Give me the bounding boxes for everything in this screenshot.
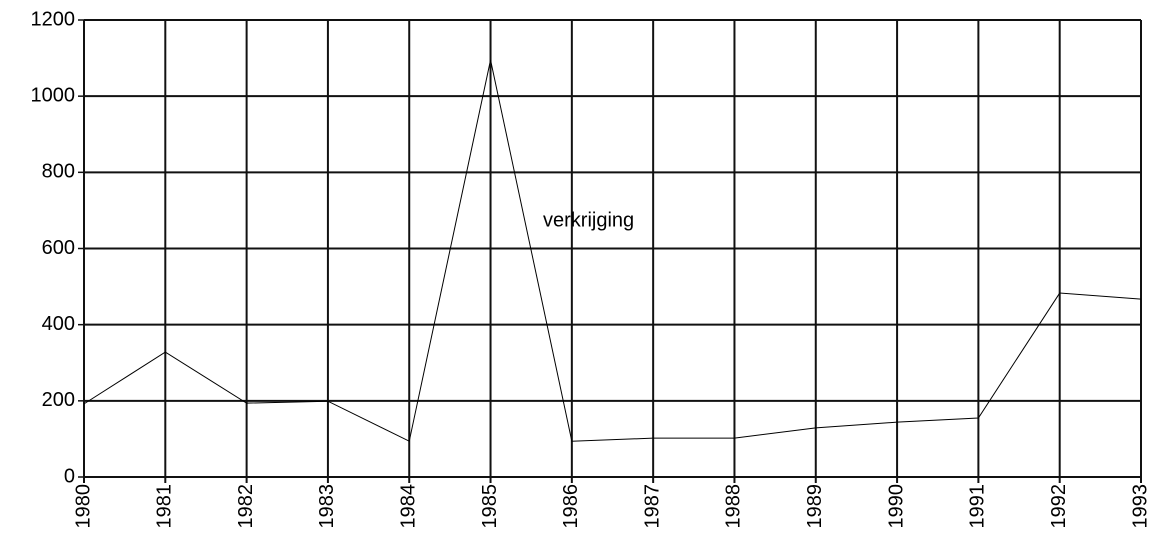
- data-line: [83, 59, 1142, 442]
- y-tick-label: 200: [42, 389, 75, 411]
- series-label: verkrijging: [543, 209, 634, 231]
- x-tick-label: 1980: [72, 484, 94, 529]
- y-tick-label: 600: [42, 237, 75, 259]
- x-tick-label: 1987: [641, 484, 663, 529]
- y-tick-label: 1200: [31, 8, 76, 30]
- x-tick-label: 1993: [1129, 484, 1151, 529]
- x-tick-label: 1992: [1048, 484, 1070, 529]
- x-tick-label: 1990: [885, 484, 907, 529]
- x-tick-label: 1986: [560, 484, 582, 529]
- y-tick-label: 800: [42, 161, 75, 183]
- x-tick-label: 1989: [804, 484, 826, 529]
- x-tick-label: 1985: [479, 484, 501, 529]
- y-tick-label: 1000: [31, 84, 76, 106]
- x-tick-label: 1991: [967, 484, 989, 529]
- x-tick-label: 1988: [723, 484, 745, 529]
- x-tick-label: 1981: [154, 484, 176, 529]
- x-tick-label: 1983: [316, 484, 338, 529]
- y-tick-label: 0: [64, 465, 75, 487]
- plot: 0 200 400 600 800 1000 1200 1980 1981 1982 1983 198…: [31, 8, 1152, 528]
- x-tick-label: 1984: [398, 484, 420, 529]
- y-tick-label: 400: [42, 313, 75, 335]
- x-tick-label: 1982: [235, 484, 257, 529]
